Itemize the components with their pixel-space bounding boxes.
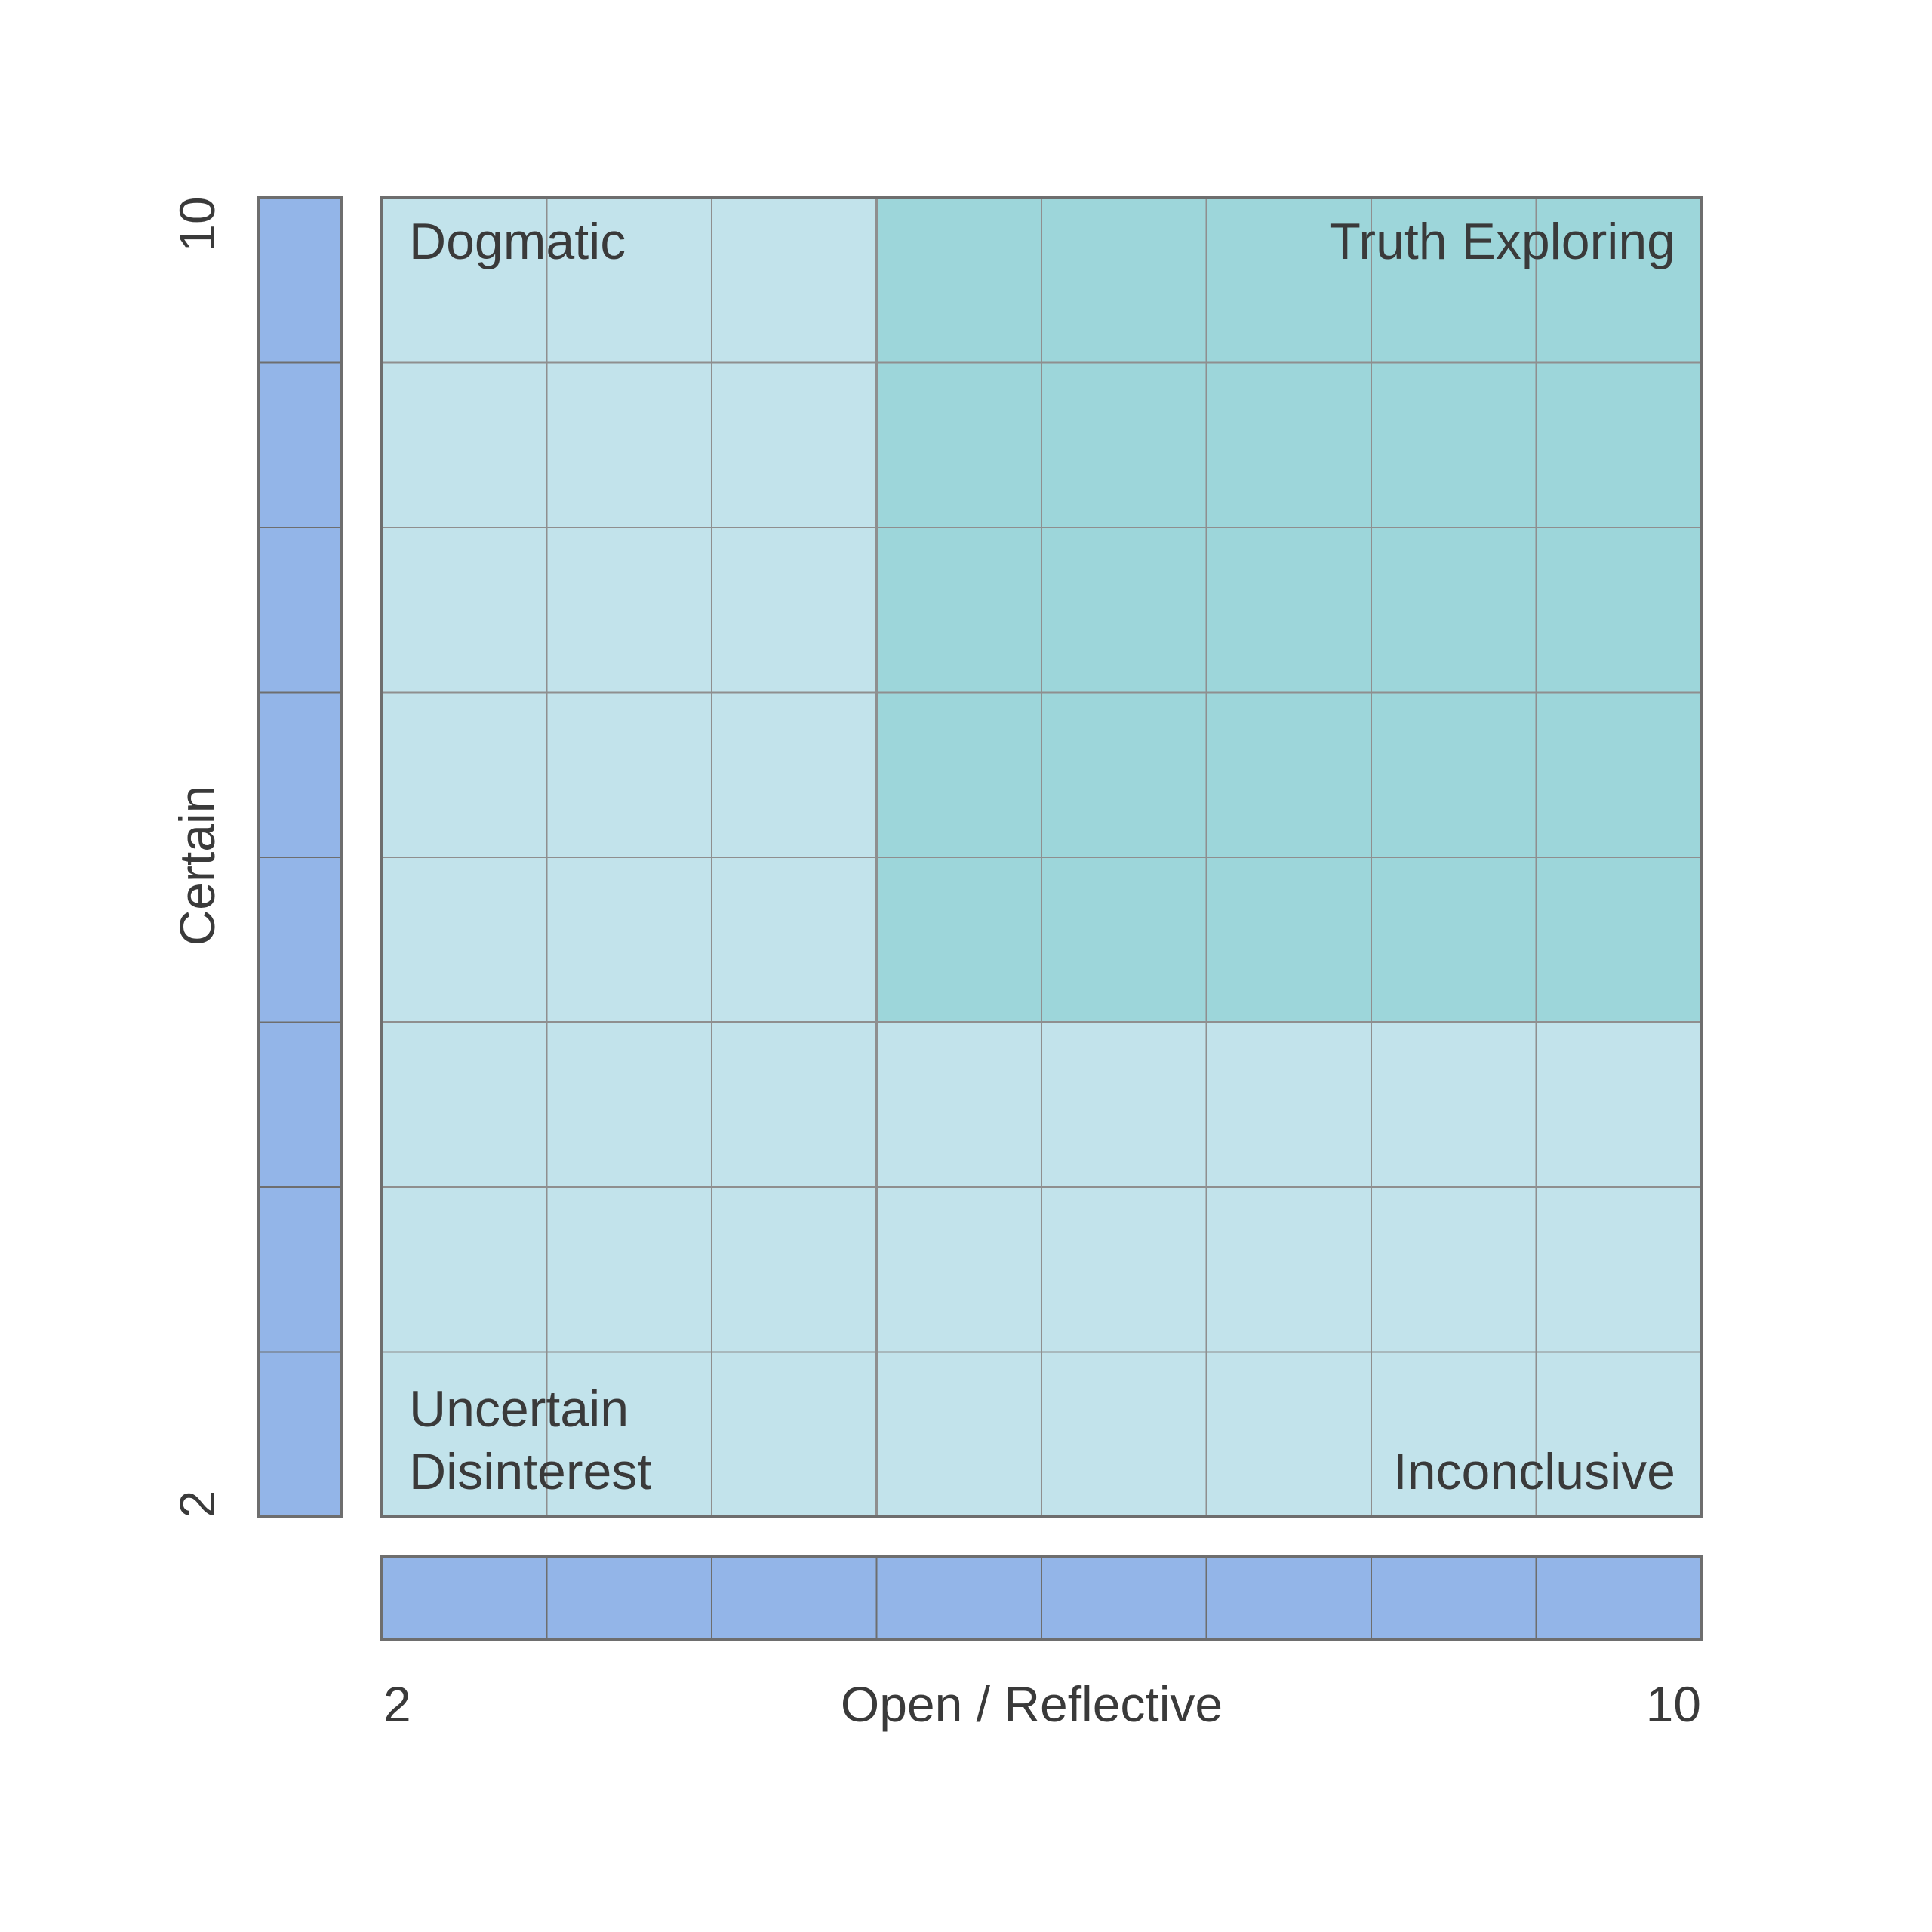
quadrant-label-uncertain: Uncertain (409, 1380, 629, 1438)
x-axis-bar (380, 1555, 1703, 1641)
quadrant-label-inconclusive: Inconclusive (1393, 1443, 1675, 1500)
grid-border (380, 196, 1703, 1518)
x-axis-min-label: 2 (383, 1676, 411, 1732)
x-axis-bar-border (380, 1555, 1703, 1641)
y-axis-min-label: 2 (169, 1491, 225, 1518)
y-axis-title: Certain (169, 786, 225, 946)
y-axis-max-label: 10 (169, 196, 225, 251)
y-axis-bar (257, 196, 343, 1518)
x-axis-title: Open / Reflective (841, 1676, 1223, 1732)
quadrant-label-disinterest: Disinterest (409, 1443, 651, 1500)
truth-exploring-region (876, 198, 1701, 1023)
y-axis-bar-dividers (259, 361, 342, 1353)
x-axis-max-label: 10 (1646, 1676, 1701, 1732)
y-axis-bar-border (257, 196, 343, 1518)
quadrant-label-truth-exploring: Truth Exploring (1329, 213, 1675, 270)
main-grid (380, 196, 1703, 1518)
x-axis-bar-dividers (546, 1557, 1537, 1640)
quadrant-label-dogmatic: Dogmatic (409, 213, 626, 270)
